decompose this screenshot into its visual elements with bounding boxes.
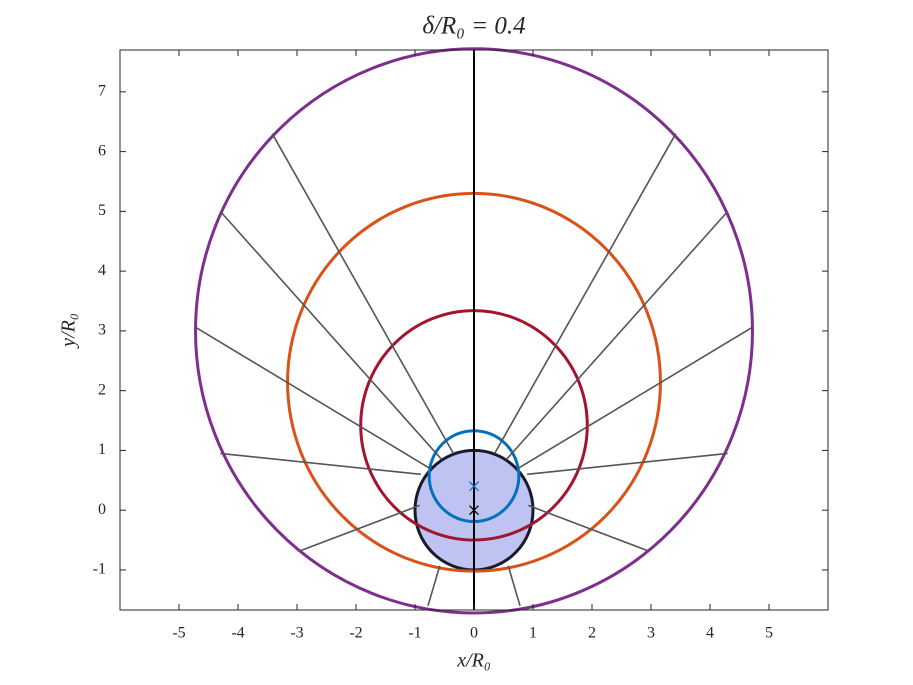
x-tick-label: 1 xyxy=(529,625,537,642)
y-tick-label: 1 xyxy=(98,441,106,458)
radial-line xyxy=(427,565,441,607)
radial-line xyxy=(299,504,421,552)
center-marker xyxy=(469,505,479,516)
y-tick-label: 6 xyxy=(98,142,106,159)
x-tick-label: -4 xyxy=(231,625,244,642)
x-tick-label: -2 xyxy=(349,625,362,642)
radial-line xyxy=(507,565,521,607)
x-axis-label: x/R₀ xyxy=(456,650,491,672)
radial-line xyxy=(493,133,677,454)
x-tick-label: -5 xyxy=(172,625,185,642)
radial-line xyxy=(196,327,431,470)
x-tick-label: -1 xyxy=(408,625,421,642)
y-tick-label: 7 xyxy=(98,83,106,100)
y-tick-label: 4 xyxy=(98,262,106,279)
radial-line xyxy=(219,210,443,460)
radial-line xyxy=(220,452,421,476)
y-axis-label: y/R₀ xyxy=(58,313,80,349)
x-tick-label: 4 xyxy=(706,625,714,642)
x-tick-label: 0 xyxy=(470,625,478,642)
radial-line xyxy=(517,327,752,470)
radial-line xyxy=(271,133,455,454)
center-marker xyxy=(469,481,479,492)
circle xyxy=(194,47,754,615)
y-tick-label: 3 xyxy=(98,322,106,339)
x-tick-label: -3 xyxy=(290,625,303,642)
y-tick-label: -1 xyxy=(93,561,106,578)
x-tick-label: 2 xyxy=(588,625,596,642)
chart-title: δ/R₀ = 0.4 xyxy=(422,13,525,40)
y-tick-label: 0 xyxy=(98,501,106,518)
x-tick-label: 5 xyxy=(765,625,773,642)
y-tick-label: 5 xyxy=(98,202,106,219)
radial-line xyxy=(505,210,729,460)
x-tick-label: 3 xyxy=(647,625,655,642)
radial-line xyxy=(527,452,728,476)
y-tick-label: 2 xyxy=(98,381,106,398)
radial-line xyxy=(527,504,649,552)
